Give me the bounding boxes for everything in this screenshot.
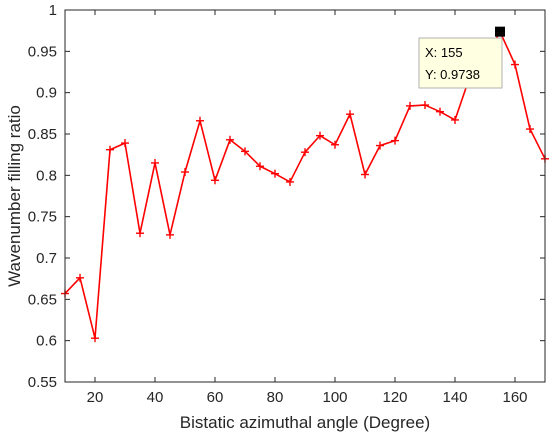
data-point-marker[interactable]: [196, 116, 204, 125]
data-point-marker[interactable]: [316, 131, 324, 140]
data-point-marker[interactable]: [166, 230, 174, 239]
data-point-marker[interactable]: [376, 141, 384, 150]
y-tick-label: 0.6: [36, 333, 57, 350]
data-point-marker[interactable]: [451, 115, 459, 124]
data-point-marker[interactable]: [391, 136, 399, 145]
datatip-x-label: X: 155: [425, 45, 463, 60]
y-tick-label: 0.65: [28, 291, 57, 308]
data-point-marker[interactable]: [526, 125, 534, 134]
x-tick-label: 80: [267, 389, 284, 406]
y-tick-label: 0.75: [28, 209, 57, 226]
data-point-marker[interactable]: [106, 145, 114, 154]
y-axis-label: Wavenumber filling ratio: [5, 105, 24, 287]
data-point-marker[interactable]: [421, 101, 429, 110]
data-point-marker[interactable]: [136, 229, 144, 238]
data-point-marker[interactable]: [361, 170, 369, 179]
y-tick-label: 0.85: [28, 126, 57, 143]
data-point-marker[interactable]: [76, 273, 84, 282]
data-point-marker[interactable]: [271, 169, 279, 178]
y-tick-label: 1: [49, 2, 57, 19]
data-point-marker[interactable]: [211, 176, 219, 185]
x-axis-label: Bistatic azimuthal angle (Degree): [180, 413, 430, 432]
data-point-marker[interactable]: [286, 177, 294, 186]
datatip-box[interactable]: [418, 37, 503, 89]
x-tick-label: 120: [382, 389, 407, 406]
data-point-marker[interactable]: [346, 110, 354, 119]
datatip-y-label: Y: 0.9738: [425, 67, 480, 82]
y-tick-label: 0.7: [36, 250, 57, 267]
x-tick-label: 60: [207, 389, 224, 406]
data-point-marker[interactable]: [331, 140, 339, 149]
datatip-layer: X: 155 Y: 0.9738: [418, 26, 505, 89]
plot-frame: [64, 9, 546, 383]
y-tick-label: 0.9: [36, 85, 57, 102]
data-point-marker[interactable]: [301, 148, 309, 157]
data-point-marker[interactable]: [511, 60, 519, 69]
x-tick-label: 140: [442, 389, 467, 406]
x-tick-label: 100: [322, 389, 347, 406]
data-point-marker[interactable]: [436, 107, 444, 116]
datatip-anchor-marker[interactable]: [495, 26, 505, 37]
x-tick-label: 160: [502, 389, 527, 406]
x-tick-label: 20: [87, 389, 104, 406]
ticks-layer: 20 40 60 80 100 120 140 160 0.55 0.6 0.65 0.7 0.75 0.…: [28, 2, 545, 406]
data-point-marker[interactable]: [241, 147, 249, 156]
data-point-marker[interactable]: [151, 158, 159, 167]
data-point-marker[interactable]: [406, 101, 414, 110]
y-tick-label: 0.55: [28, 374, 57, 391]
data-point-marker[interactable]: [91, 334, 99, 343]
y-tick-label: 0.8: [36, 167, 57, 184]
y-tick-label: 0.95: [28, 43, 57, 60]
data-point-marker[interactable]: [121, 139, 129, 148]
data-point-marker[interactable]: [181, 168, 189, 177]
data-point-marker[interactable]: [256, 162, 264, 171]
data-point-marker[interactable]: [226, 135, 234, 144]
x-tick-label: 40: [147, 389, 164, 406]
